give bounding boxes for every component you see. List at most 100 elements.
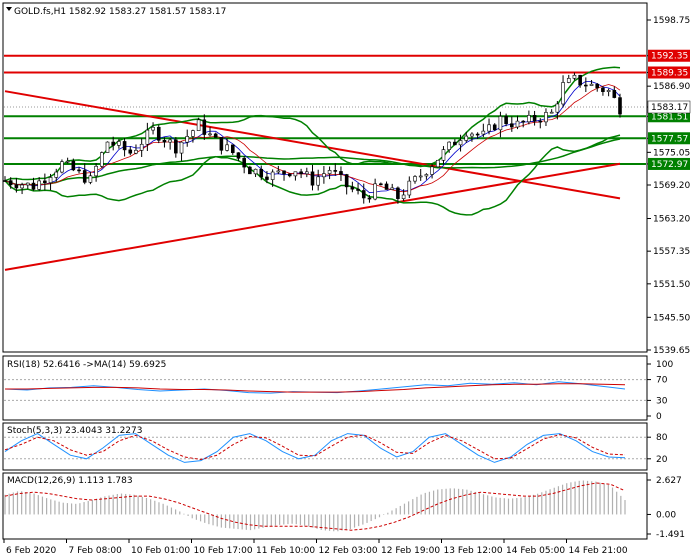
candle-body (316, 176, 320, 186)
candle-body (379, 183, 383, 186)
indicator-tick-label: 80 (656, 433, 668, 443)
candle-body (441, 149, 446, 161)
macd-tick-label: 0.00 (656, 510, 676, 520)
candle-body (561, 82, 565, 105)
candle-body (230, 144, 235, 153)
candle-body (401, 194, 406, 199)
candle-body (618, 97, 622, 115)
price-tick-label: 1586.90 (653, 82, 690, 92)
price-tick-label: 1598.75 (653, 16, 690, 26)
candle-body (134, 149, 138, 154)
candle-body (168, 139, 172, 143)
candle-body (584, 84, 588, 87)
candle-body (538, 120, 543, 123)
candle-body (555, 103, 560, 113)
candle-body (293, 171, 298, 177)
price-tick-label: 1575.05 (653, 148, 690, 158)
price-panel: GOLD.fs,H1 1582.92 1583.27 1581.57 1583.… (2, 2, 691, 356)
indicator-tick-label: 30 (656, 396, 668, 406)
indicator-tick-label: 100 (656, 360, 673, 370)
time-tick-label: 14 Feb 05:00 (506, 546, 565, 556)
candle-body (492, 124, 497, 131)
price-tick-label: 1551.50 (653, 280, 690, 290)
macd-title: MACD(12,26,9) 1.113 1.783 (7, 476, 133, 486)
candle-body (37, 180, 41, 190)
rsi-panel: RSI(18) 52.6416 ->MA(14) 59.6925 100 70 30… (2, 355, 673, 422)
candle-body (94, 165, 98, 177)
candle-body (287, 173, 292, 177)
candle-body (453, 141, 457, 146)
moving-average-slow (4, 138, 621, 186)
candle-body (162, 140, 167, 143)
candle-body (8, 180, 13, 186)
time-tick-label: 6 Feb 2020 (6, 546, 57, 556)
candle-body (322, 173, 326, 178)
time-tick-label: 7 Feb 08:00 (69, 546, 123, 556)
candle-body (515, 120, 520, 128)
candle-body (356, 188, 360, 191)
collapse-triangle-icon[interactable] (6, 7, 12, 11)
candle-body (305, 171, 309, 175)
indicator-tick-label: 20 (656, 455, 668, 465)
rsi-title: RSI(18) 52.6416 ->MA(14) 59.6925 (7, 360, 166, 370)
bollinger-lower (4, 134, 621, 216)
current-price-tag-label: 1583.17 (651, 103, 688, 113)
candle-body (350, 186, 355, 190)
candle-body (185, 136, 190, 143)
macd-signal-line (4, 482, 626, 531)
candle-body (344, 174, 349, 188)
candle-body (179, 141, 184, 154)
indicator-tick-label: 0 (656, 412, 662, 422)
candle-body (413, 176, 417, 182)
indicator-series-line (4, 433, 626, 463)
candle-body (3, 180, 7, 182)
time-tick-label: 14 Feb 21:00 (569, 546, 628, 556)
candle-body (253, 168, 258, 175)
candle-body (475, 133, 480, 136)
indicator-series-line (4, 434, 626, 461)
time-tick-label: 12 Feb 19:00 (381, 546, 440, 556)
candle-body (521, 120, 525, 123)
candle-body (25, 182, 30, 186)
candle-body (54, 171, 59, 178)
stoch-panel: Stoch(5,3,3) 23.4043 31.2273 80 20 (2, 422, 668, 471)
time-tick-label: 10 Feb 17:00 (194, 546, 253, 556)
candle-body (464, 135, 469, 141)
time-tick-label: 11 Feb 10:00 (256, 546, 315, 556)
indicator-tick-label: 70 (656, 376, 668, 386)
level-tag (648, 110, 690, 123)
candle-body (208, 133, 212, 136)
candle-body (156, 126, 161, 141)
price-tick-label: 1545.50 (653, 313, 690, 323)
candle-body (105, 141, 110, 153)
candle-body (282, 170, 286, 175)
candle-body (361, 190, 366, 199)
candle-body (265, 176, 269, 180)
candle-body (367, 197, 372, 200)
candle-body (128, 149, 133, 154)
level-tag (648, 66, 690, 79)
time-tick-label: 10 Feb 01:00 (131, 546, 190, 556)
candle-body (589, 83, 594, 86)
candle-body (174, 139, 178, 154)
candle-body (191, 130, 195, 137)
candle-body (77, 169, 81, 172)
price-tick-label: 1557.35 (653, 247, 690, 257)
candle-body (510, 123, 514, 128)
candle-body (276, 170, 281, 173)
candle-body (270, 171, 275, 180)
candle-body (424, 174, 429, 177)
current-price-tag (647, 100, 691, 114)
trendline (4, 162, 621, 271)
candle-body (236, 152, 241, 159)
candle-body (65, 160, 70, 163)
candle-body (122, 141, 127, 151)
level-tag (648, 49, 690, 62)
candle-body (606, 90, 611, 92)
candle-body (20, 184, 24, 189)
level-tag (648, 132, 690, 145)
candle-body (498, 116, 503, 131)
price-tick-label: 1539.65 (653, 346, 690, 356)
candle-body (527, 115, 531, 123)
